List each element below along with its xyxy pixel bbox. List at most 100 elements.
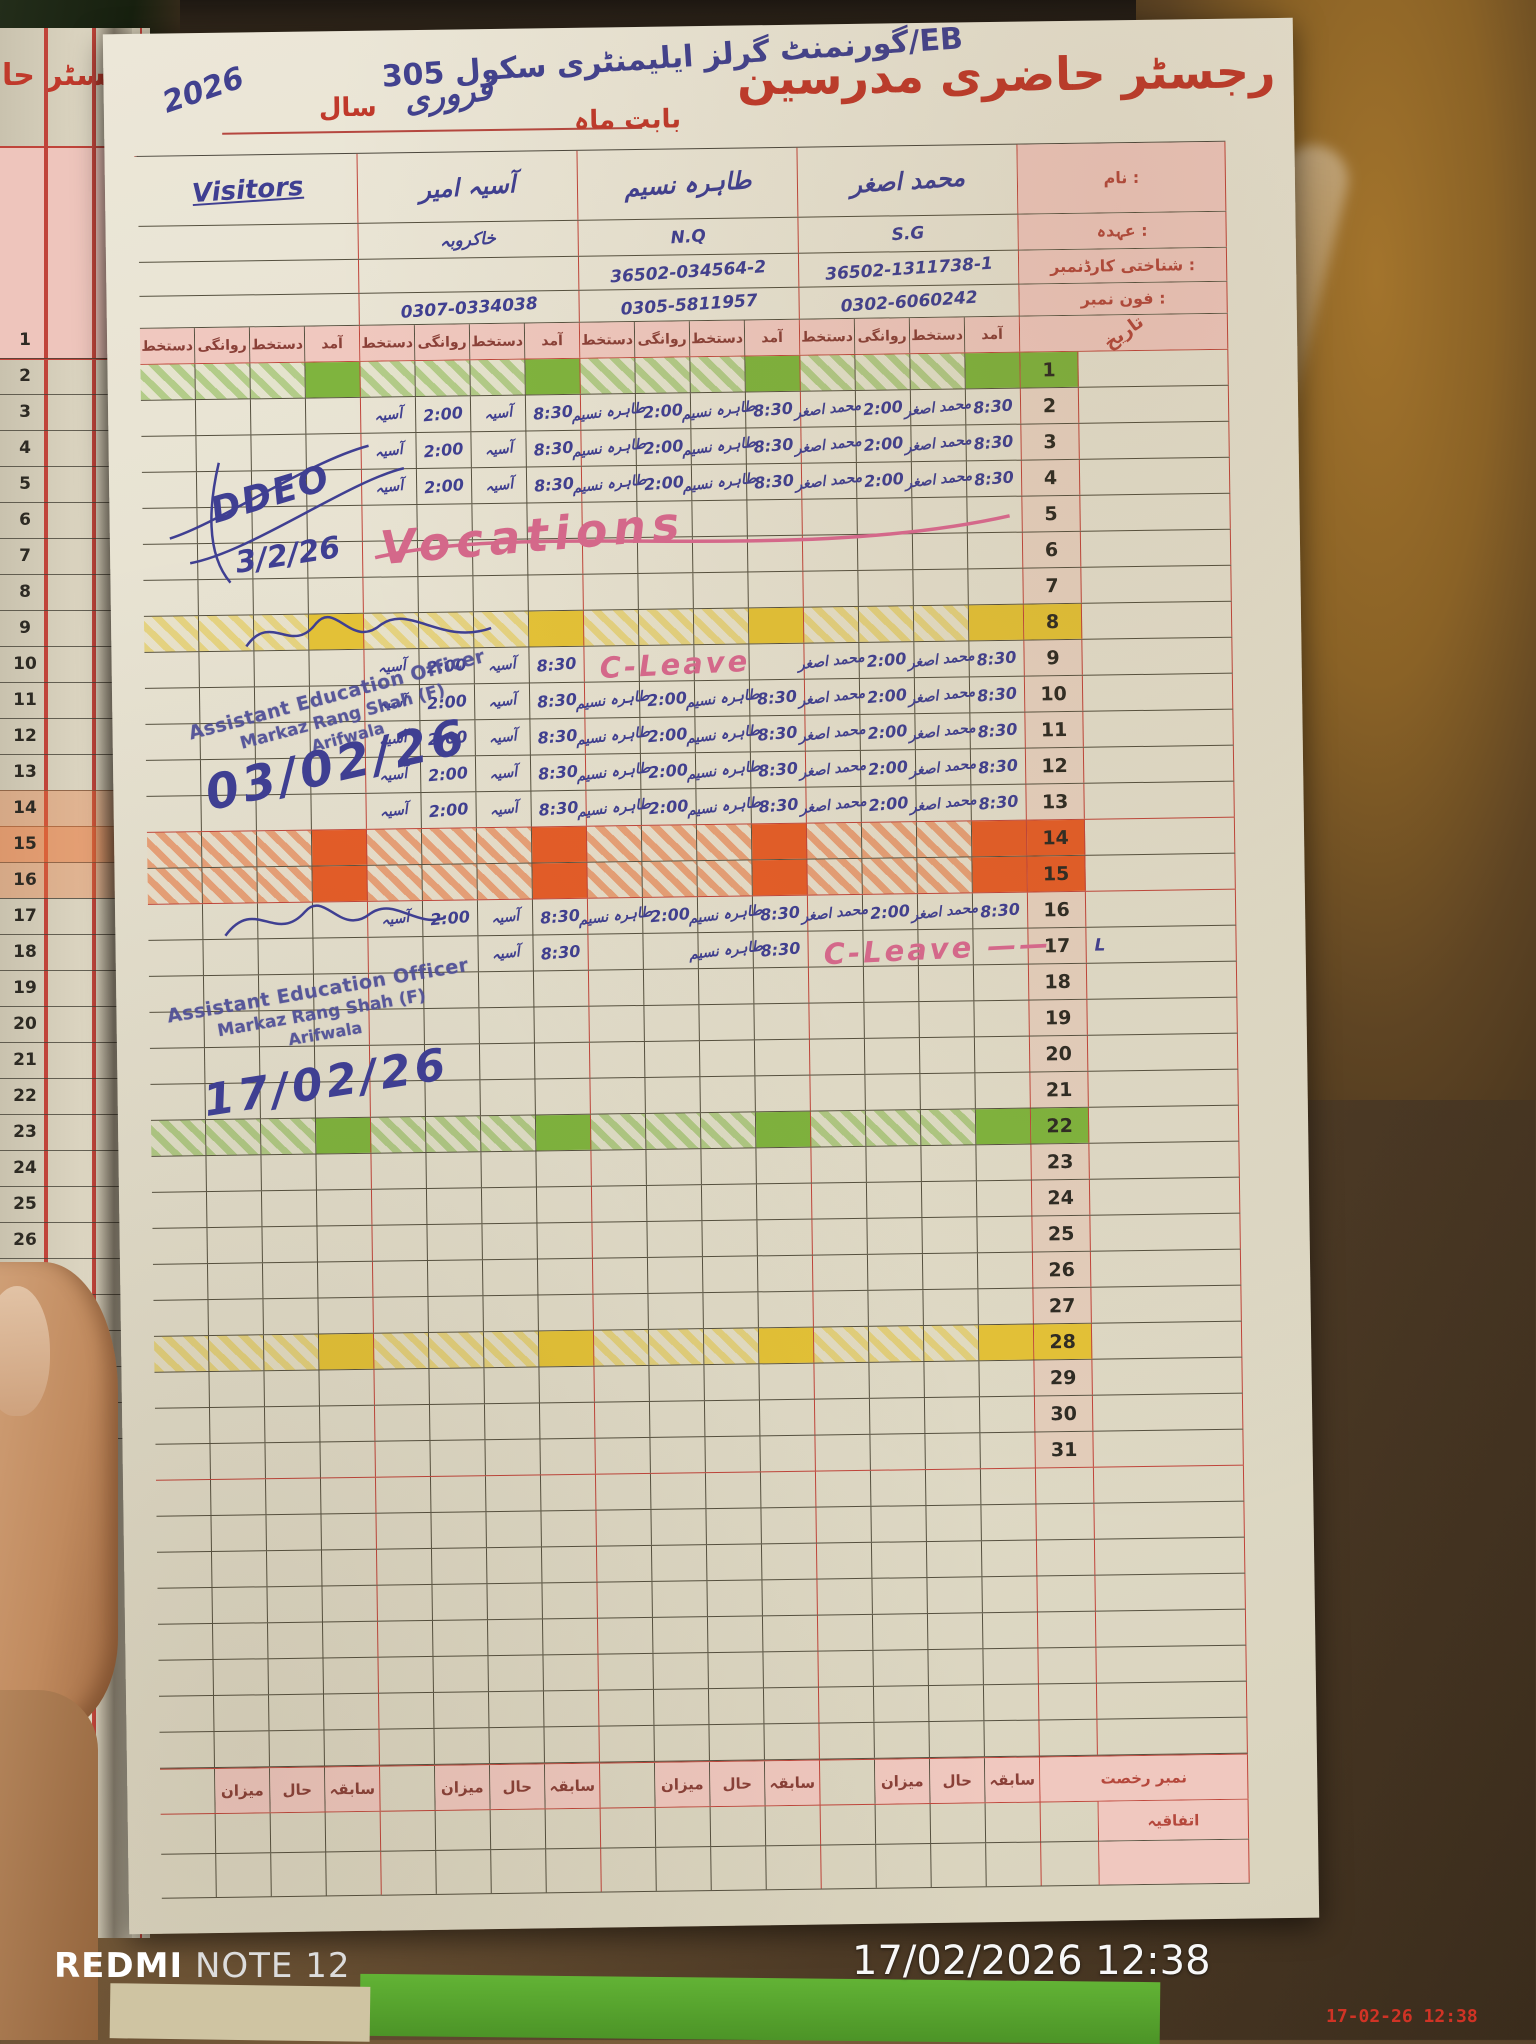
adjacent-date-number: 18 [13, 942, 37, 962]
departure-time: 2:00 [863, 468, 905, 492]
attendance-cell [755, 1075, 811, 1112]
attendance-cell [589, 1005, 645, 1042]
attendance-cell [430, 1440, 486, 1476]
adjacent-date-number: 13 [13, 762, 37, 782]
blank-cell [980, 1468, 1037, 1505]
attendance-cell [427, 1224, 483, 1260]
signature: طاہرہ نسیم [570, 399, 646, 425]
attendance-cell [919, 1001, 975, 1038]
column-header: روانگی [854, 318, 911, 354]
date-number: 31 [1035, 1431, 1094, 1468]
summary-cell [491, 1849, 547, 1894]
summary-header: میزان [435, 1765, 491, 1810]
attendance-cell [318, 1333, 375, 1370]
attendance-cell [699, 1004, 755, 1041]
attendance-cell [537, 1222, 593, 1259]
column-header: آمد [744, 319, 801, 356]
date-column-header: تاریخ [1019, 311, 1229, 354]
blank-cell [211, 1515, 267, 1552]
attendance-cell [479, 1043, 536, 1080]
attendance-cell [316, 1189, 373, 1226]
info-cell-cnic [358, 256, 580, 293]
blank-cell [817, 1614, 874, 1651]
blank-cell [268, 1658, 324, 1695]
attendance-cell [972, 856, 1028, 893]
info-cell-designation: N.Q [578, 217, 799, 256]
blank-cell [159, 1696, 215, 1732]
attendance-cell: آسیہ [471, 431, 527, 468]
attendance-cell [866, 1182, 923, 1218]
arrival-time: 8:30 [540, 941, 582, 964]
attendance-cell [150, 1120, 207, 1156]
blank-cell [653, 1689, 710, 1725]
blank-date-cell [1036, 1503, 1095, 1540]
summary-cell [435, 1810, 492, 1850]
adjacent-date-number: 11 [13, 690, 37, 710]
adjacent-grid-line [0, 826, 150, 827]
attendance-cell: محمد اصغر [908, 713, 977, 750]
attendance-cell [702, 1256, 759, 1293]
departure-time: 2:00 [869, 900, 911, 924]
date-number: 20 [1029, 1035, 1089, 1072]
column-header: روانگی [194, 327, 251, 364]
blank-margin-cell [1094, 1501, 1245, 1539]
attendance-cell [250, 362, 306, 399]
adjacent-grid-line [0, 1078, 150, 1079]
arrival-time: 8:30 [757, 794, 800, 817]
margin-cell [1092, 1357, 1243, 1395]
column-header: دستخط [139, 328, 196, 364]
summary-date-cell [1040, 1801, 1100, 1842]
attendance-cell [534, 1006, 590, 1043]
summary-cell [656, 1847, 712, 1891]
blank-cell [158, 1660, 214, 1696]
blank-margin-cell [1093, 1465, 1245, 1503]
blank-cell [156, 1552, 213, 1588]
attendance-cell [917, 857, 973, 894]
date-number: 16 [1027, 891, 1087, 928]
attendance-cell [195, 399, 252, 436]
attendance-cell [583, 609, 640, 646]
attendance-cell [537, 1258, 594, 1295]
blank-cell [927, 1577, 983, 1614]
attendance-cell [868, 1326, 925, 1362]
date-number: 28 [1033, 1323, 1093, 1360]
summary-margin-cell: اتفاقیہ [1098, 1799, 1250, 1841]
attendance-cell [758, 1291, 814, 1328]
attendance-cell [759, 1363, 815, 1400]
attendance-cell [153, 1336, 210, 1372]
departure-time: 2:00 [865, 648, 908, 672]
adjacent-grid-line [0, 430, 150, 431]
summary-header [819, 1759, 876, 1805]
info-cell-cnic: 36502-034564-2 [578, 253, 800, 290]
blank-cell [927, 1613, 984, 1650]
attendance-cell [704, 1364, 760, 1401]
margin-cell [1079, 421, 1230, 459]
attendance-cell [700, 1076, 756, 1113]
margin-cell [1087, 1033, 1239, 1071]
departure-time: 2:00 [866, 684, 908, 708]
attendance-cell [916, 821, 973, 858]
attendance-cell [641, 825, 698, 861]
attendance-cell [814, 1398, 871, 1435]
attendance-cell [867, 1218, 923, 1254]
attendance-cell [975, 1108, 1032, 1145]
info-cell-designation: خاکروبہ [358, 220, 579, 259]
blank-margin-cell [1095, 1573, 1246, 1611]
fingernail [0, 1286, 50, 1416]
signature: محمد اصغر [910, 899, 980, 924]
date-number: 11 [1025, 711, 1084, 748]
arrival-time: 8:30 [532, 401, 574, 424]
attendance-cell [974, 1036, 1031, 1073]
attendance-cell [812, 1254, 869, 1291]
attendance-cell: 8:30 [972, 892, 1029, 929]
attendance-cell [588, 969, 645, 1006]
attendance-cell [536, 1186, 593, 1223]
column-header: روانگی [414, 324, 471, 361]
attendance-cell: 2:00 [415, 396, 472, 433]
attendance-cell [867, 1254, 924, 1290]
summary-header: سابقہ [984, 1757, 1041, 1803]
row-label-phone: فون نمبر : [1019, 281, 1228, 316]
attendance-cell [920, 1073, 976, 1110]
attendance-cell [481, 1151, 537, 1188]
attendance-cell [925, 1433, 981, 1470]
